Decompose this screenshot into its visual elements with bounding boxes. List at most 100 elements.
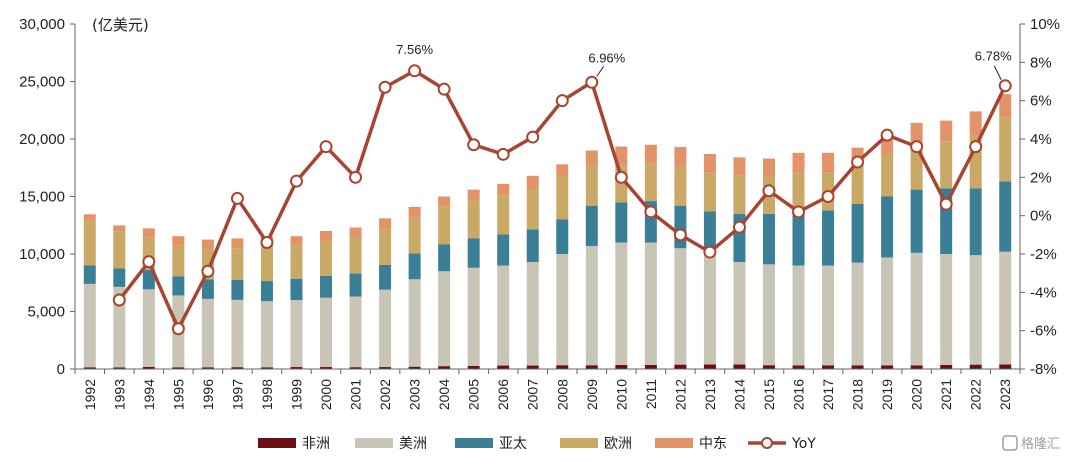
x-tick-label: 2017 <box>820 379 836 410</box>
yoy-point-2023 <box>998 79 1012 93</box>
bar-2008-series-4 <box>556 164 569 177</box>
bar-2014-series-0 <box>733 364 746 369</box>
bar-2022-series-0 <box>969 364 982 369</box>
yoy-point-2018 <box>851 155 865 169</box>
yoy-point-2005 <box>467 138 481 152</box>
legend-label: 欧洲 <box>604 436 632 452</box>
x-tick-label: 2019 <box>879 379 895 410</box>
bar-2016-series-2 <box>792 210 805 266</box>
yoy-point-2012 <box>673 228 687 242</box>
bar-1997-series-4 <box>231 238 244 249</box>
bar-2023-series-2 <box>999 181 1012 252</box>
bar-2015-series-1 <box>762 264 775 366</box>
right-tick-label: 0% <box>1030 208 1052 225</box>
yoy-point-2001 <box>349 170 363 184</box>
bar-2022-series-2 <box>969 188 982 256</box>
bar-2013-series-1 <box>703 254 716 365</box>
bar-2008-series-2 <box>556 219 569 254</box>
left-tick-label: 25,000 <box>19 74 65 91</box>
right-tick-label: 2% <box>1030 169 1052 186</box>
bar-2013-series-3 <box>703 172 716 212</box>
bar-2010-series-1 <box>615 242 628 365</box>
annotation-label: 6.96% <box>588 50 625 65</box>
bar-2005-series-4 <box>467 189 480 201</box>
bar-2007-series-3 <box>526 189 539 230</box>
annotation-leader-line <box>993 65 1002 80</box>
x-tick-label: 2020 <box>909 379 925 410</box>
legend: 非洲 美洲 亚太 欧洲 中东 YoY <box>258 436 816 452</box>
annotation-leader-line <box>596 65 605 77</box>
bar-2020-series-4 <box>910 122 923 144</box>
bar-1998-series-2 <box>260 281 273 302</box>
bar-2000-series-3 <box>320 241 333 276</box>
bar-2001-series-3 <box>349 237 362 274</box>
yoy-point-2022 <box>969 140 983 154</box>
x-tick-label: 2011 <box>643 379 659 409</box>
legend-marker <box>761 437 773 449</box>
x-tick-label: 2007 <box>525 379 541 410</box>
bar-2011-series-0 <box>644 364 657 369</box>
bar-2003-series-2 <box>408 253 421 280</box>
bar-2017-series-4 <box>822 152 835 173</box>
bar-2008-series-1 <box>556 254 569 366</box>
x-tick-label: 2001 <box>348 379 364 410</box>
bar-1997-series-2 <box>231 279 244 300</box>
yoy-point-1995 <box>171 322 185 336</box>
bar-2000-series-2 <box>320 275 333 298</box>
bar-2013-series-4 <box>703 153 716 173</box>
bar-2002-series-2 <box>379 264 392 290</box>
bar-2017-series-0 <box>822 365 835 369</box>
legend-swatch-2 <box>455 438 493 448</box>
bar-2013-series-0 <box>703 364 716 369</box>
yoy-point-1998 <box>260 236 274 249</box>
yoy-point-1999 <box>289 174 303 188</box>
bar-1995-series-0 <box>172 367 185 369</box>
bar-2023-series-3 <box>999 117 1012 182</box>
bar-1995-series-3 <box>172 245 185 277</box>
yoy-point-2014 <box>732 220 746 234</box>
bar-2003-series-4 <box>408 206 421 218</box>
x-tick-label: 2005 <box>466 379 482 410</box>
x-tick-label: 1992 <box>82 379 98 410</box>
bar-2013-series-2 <box>703 211 716 254</box>
bar-2002-series-3 <box>379 229 392 265</box>
bar-2004-series-3 <box>438 206 451 245</box>
legend-swatch-0 <box>258 438 296 448</box>
bar-1993-series-1 <box>113 286 126 368</box>
x-tick-label: 2008 <box>554 379 570 410</box>
bar-2000-series-4 <box>320 231 333 242</box>
bar-2022-series-1 <box>969 255 982 365</box>
bar-1993-series-2 <box>113 268 126 287</box>
bar-2023-series-4 <box>999 94 1012 118</box>
bar-2006-series-2 <box>497 234 510 266</box>
yoy-point-1993 <box>112 293 126 307</box>
x-tick-label: 2018 <box>850 379 866 410</box>
bar-2002-series-4 <box>379 218 392 230</box>
bar-1998-series-1 <box>260 301 273 368</box>
bar-1999-series-2 <box>290 278 303 300</box>
bar-2009-series-0 <box>585 365 598 369</box>
bar-2019-series-2 <box>881 196 894 258</box>
bar-1996-series-4 <box>201 239 214 250</box>
bar-2004-series-0 <box>438 366 451 369</box>
bar-2020-series-0 <box>910 365 923 369</box>
bar-2002-series-0 <box>379 367 392 369</box>
unit-label: (亿美元) <box>92 16 149 34</box>
bar-1999-series-4 <box>290 236 303 246</box>
yoy-point-1994 <box>142 255 156 269</box>
bar-2008-series-3 <box>556 176 569 220</box>
bar-1995-series-4 <box>172 236 185 246</box>
right-tick-label: 8% <box>1030 54 1052 71</box>
bar-2015-series-4 <box>762 158 775 177</box>
bar-2014-series-1 <box>733 262 746 365</box>
bar-1998-series-0 <box>260 367 273 369</box>
bar-1999-series-3 <box>290 245 303 279</box>
x-tick-label: 2004 <box>436 379 452 410</box>
yoy-point-1996 <box>201 264 215 278</box>
bar-2018-series-0 <box>851 365 864 369</box>
bar-2007-series-0 <box>526 365 539 369</box>
bar-2018-series-1 <box>851 262 864 366</box>
bar-2012-series-1 <box>674 248 687 365</box>
bar-2021-series-4 <box>940 120 953 142</box>
bar-2007-series-2 <box>526 229 539 263</box>
